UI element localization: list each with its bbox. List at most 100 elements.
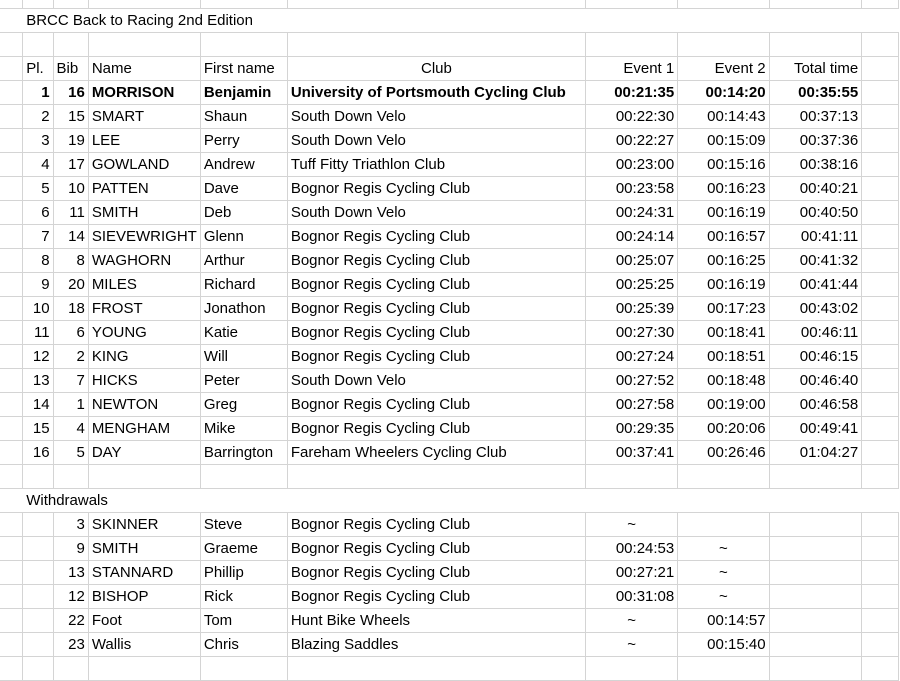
place-cell[interactable]: 8 — [22, 248, 54, 273]
cell[interactable] — [677, 488, 770, 513]
event1-cell[interactable]: 00:31:08 — [585, 584, 679, 609]
cell[interactable] — [677, 0, 770, 9]
header-name[interactable]: Name — [87, 56, 201, 81]
cell[interactable] — [861, 32, 899, 57]
cell[interactable] — [22, 464, 54, 489]
bib-cell[interactable]: 9 — [52, 536, 89, 561]
cell[interactable] — [199, 464, 288, 489]
club-cell[interactable]: University of Portsmouth Cycling Club — [286, 80, 587, 105]
event1-cell[interactable]: 00:21:35 — [585, 80, 679, 105]
event1-cell[interactable]: 00:24:14 — [585, 224, 679, 249]
club-cell[interactable]: Bognor Regis Cycling Club — [286, 248, 587, 273]
event1-cell[interactable]: 00:22:27 — [585, 128, 679, 153]
cell[interactable] — [861, 56, 899, 81]
name-cell[interactable]: YOUNG — [87, 320, 201, 345]
cell[interactable] — [0, 584, 24, 609]
cell[interactable] — [199, 656, 288, 681]
cell[interactable] — [585, 464, 679, 489]
first-name-cell[interactable]: Will — [199, 344, 288, 369]
cell[interactable] — [0, 296, 24, 321]
cell[interactable] — [768, 560, 863, 585]
event1-cell[interactable]: ~ — [585, 632, 679, 657]
name-cell[interactable]: HICKS — [87, 368, 201, 393]
cell[interactable] — [52, 32, 89, 57]
bib-cell[interactable]: 3 — [52, 512, 89, 537]
cell[interactable] — [0, 56, 24, 81]
cell[interactable] — [768, 512, 863, 537]
place-cell[interactable]: 2 — [22, 104, 54, 129]
cell[interactable] — [861, 296, 899, 321]
first-name-cell[interactable]: Jonathon — [199, 296, 288, 321]
place-cell[interactable]: 11 — [22, 320, 54, 345]
cell[interactable] — [287, 488, 586, 513]
cell[interactable] — [0, 32, 24, 57]
total-cell[interactable]: 00:46:15 — [768, 344, 863, 369]
bib-cell[interactable]: 4 — [52, 416, 89, 441]
event1-cell[interactable]: 00:24:53 — [585, 536, 679, 561]
cell[interactable] — [861, 272, 899, 297]
event2-cell[interactable]: 00:18:48 — [677, 368, 770, 393]
event2-cell[interactable]: 00:16:19 — [677, 272, 770, 297]
first-name-cell[interactable]: Andrew — [199, 152, 288, 177]
name-cell[interactable]: STANNARD — [87, 560, 201, 585]
cell[interactable] — [861, 224, 899, 249]
place-cell[interactable]: 13 — [22, 368, 54, 393]
cell[interactable] — [0, 80, 24, 105]
first-name-cell[interactable]: Steve — [199, 512, 288, 537]
cell[interactable] — [0, 512, 24, 537]
cell[interactable] — [200, 8, 288, 33]
first-name-cell[interactable]: Richard — [199, 272, 288, 297]
first-name-cell[interactable]: Dave — [199, 176, 288, 201]
cell[interactable] — [0, 536, 24, 561]
club-cell[interactable]: South Down Velo — [286, 128, 587, 153]
total-cell[interactable]: 00:41:11 — [768, 224, 863, 249]
cell[interactable] — [22, 632, 54, 657]
event2-cell[interactable]: ~ — [677, 536, 770, 561]
event2-cell[interactable]: 00:18:41 — [677, 320, 770, 345]
cell[interactable] — [769, 488, 862, 513]
total-cell[interactable]: 00:43:02 — [768, 296, 863, 321]
total-cell[interactable]: 00:40:50 — [768, 200, 863, 225]
name-cell[interactable]: SKINNER — [87, 512, 201, 537]
event2-cell[interactable]: 00:20:06 — [677, 416, 770, 441]
cell[interactable] — [0, 320, 24, 345]
total-cell[interactable]: 00:46:58 — [768, 392, 863, 417]
cell[interactable] — [861, 200, 899, 225]
name-cell[interactable]: BISHOP — [87, 584, 201, 609]
cell[interactable] — [861, 416, 899, 441]
first-name-cell[interactable]: Graeme — [199, 536, 288, 561]
cell[interactable] — [52, 656, 89, 681]
cell[interactable]: Withdrawals — [22, 488, 108, 513]
cell[interactable] — [0, 8, 23, 33]
place-cell[interactable]: 7 — [22, 224, 54, 249]
cell[interactable] — [0, 632, 24, 657]
cell[interactable] — [22, 536, 54, 561]
header-first-name[interactable]: First name — [199, 56, 288, 81]
bib-cell[interactable]: 18 — [52, 296, 89, 321]
bib-cell[interactable]: 11 — [52, 200, 89, 225]
place-cell[interactable]: 3 — [22, 128, 54, 153]
cell[interactable] — [0, 0, 24, 9]
name-cell[interactable]: KING — [87, 344, 201, 369]
cell[interactable] — [585, 488, 678, 513]
first-name-cell[interactable]: Benjamin — [199, 80, 288, 105]
cell[interactable] — [87, 656, 201, 681]
cell[interactable] — [0, 128, 24, 153]
event2-cell[interactable]: 00:14:43 — [677, 104, 770, 129]
bib-cell[interactable]: 13 — [52, 560, 89, 585]
total-cell[interactable]: 00:37:36 — [768, 128, 863, 153]
cell[interactable] — [0, 224, 24, 249]
bib-cell[interactable]: 17 — [52, 152, 89, 177]
cell[interactable] — [0, 440, 24, 465]
name-cell[interactable]: MORRISON — [87, 80, 201, 105]
total-cell[interactable]: 00:38:16 — [768, 152, 863, 177]
cell[interactable] — [861, 104, 899, 129]
event2-cell[interactable]: ~ — [677, 584, 770, 609]
cell[interactable] — [286, 0, 587, 9]
event1-cell[interactable]: 00:29:35 — [585, 416, 679, 441]
event2-cell[interactable]: 00:19:00 — [677, 392, 770, 417]
cell[interactable] — [88, 488, 201, 513]
cell[interactable] — [768, 584, 863, 609]
bib-cell[interactable]: 14 — [52, 224, 89, 249]
event1-cell[interactable]: 00:25:25 — [585, 272, 679, 297]
